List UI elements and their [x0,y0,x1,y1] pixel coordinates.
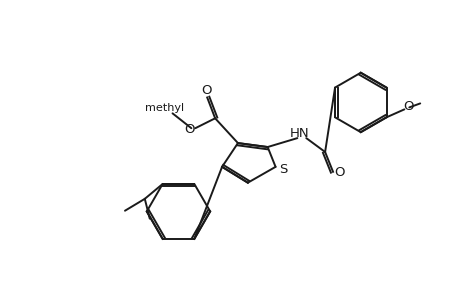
Text: methyl: methyl [145,103,184,113]
Text: S: S [279,163,287,176]
Text: O: O [402,100,413,113]
Text: O: O [334,166,344,179]
Text: O: O [184,123,194,136]
Text: HN: HN [289,127,308,140]
Text: O: O [201,84,211,97]
